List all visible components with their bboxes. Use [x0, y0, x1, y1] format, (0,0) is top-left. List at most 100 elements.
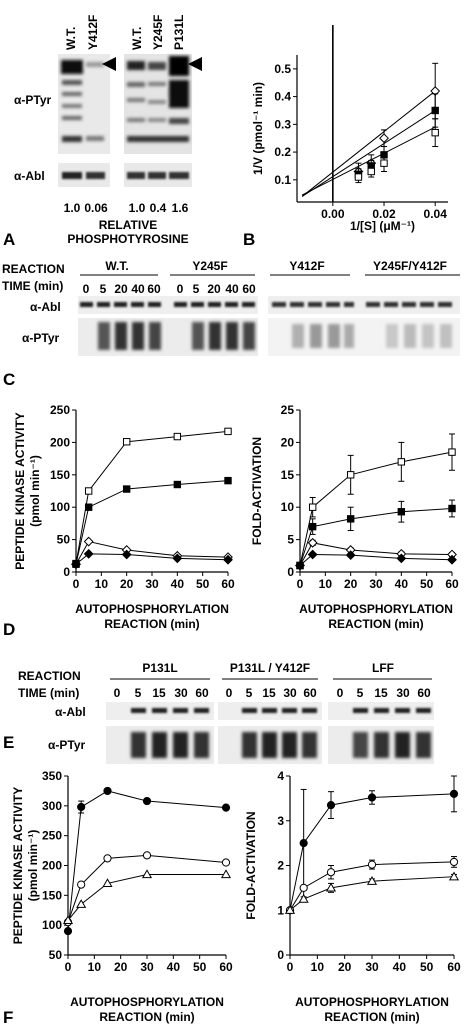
x-tick-label: 0.02	[372, 207, 396, 221]
row-label-abl-e: α-Abl	[55, 705, 86, 719]
y-tick-label: 2	[277, 859, 284, 873]
time-c-1-40: 40	[131, 282, 145, 296]
blot-abl-left	[58, 163, 110, 187]
x-axis-label: AUTOPHOSPHORYLATION	[295, 995, 449, 1009]
data-point	[121, 549, 132, 560]
data-point	[141, 869, 153, 879]
group-c-4: Y245F/Y412F	[373, 259, 447, 273]
time-c-1-20: 20	[114, 282, 128, 296]
group-c-3: Y412F	[289, 259, 324, 273]
fit-line	[301, 110, 436, 197]
panel-b: 0.00 0.02 0.04 0.1 0.2 0.3 0.4 0.5 1/V (pmol⁻¹ m…	[243, 25, 448, 249]
y-tick-label: 0.1	[274, 173, 291, 187]
x-tick-label: 30	[369, 577, 383, 591]
series-line	[75, 480, 229, 565]
chart-b: 0.00 0.02 0.04 0.1 0.2 0.3 0.4 0.5 1/V (pmol⁻¹ m…	[251, 25, 448, 233]
time-e-2-0: 0	[226, 686, 233, 700]
data-point	[307, 537, 318, 548]
x-tick-label: 40	[393, 960, 407, 974]
data-point	[449, 857, 459, 867]
y-tick-label: 150	[42, 888, 62, 902]
data-point	[431, 128, 439, 137]
y-tick-label: 100	[50, 500, 70, 514]
x-tick-label: 10	[311, 960, 325, 974]
time-c-2-0: 0	[177, 282, 184, 296]
data-point	[71, 559, 81, 570]
gel-c-times: 0 5 20 40 60 0 5 20 40 60	[83, 282, 256, 296]
x-tick-label: 0.04	[424, 207, 448, 221]
time-e-3-30: 30	[396, 686, 410, 700]
data-point	[172, 553, 183, 564]
time-e-2-15: 15	[262, 686, 276, 700]
chart-d-right: 0 10 20 30 40 50 60 0 5 10 15 20 25 FOLD-ACTIVATION AU…	[250, 403, 459, 631]
data-point	[325, 882, 337, 892]
x-tick-label: 50	[420, 960, 434, 974]
chart-f-left: 0 10 20 30 40 50 60 50 100 150 200 250 300 350 PEPTIDE…	[11, 769, 233, 1024]
data-point	[396, 553, 407, 564]
x-tick-label: 0.00	[321, 207, 345, 221]
x-axis-label-units: REACTION (min)	[324, 1010, 419, 1024]
data-point	[380, 159, 388, 167]
panel-letter-c: C	[3, 370, 15, 389]
time-e-3-0: 0	[337, 686, 344, 700]
time-c-1-60: 60	[147, 282, 161, 296]
y-tick-label: 0.3	[274, 117, 291, 131]
data-point	[84, 503, 93, 511]
data-point	[346, 515, 355, 523]
x-tick-label: 40	[395, 577, 409, 591]
blot-abl-right	[124, 163, 192, 187]
value-a-2: 0.06	[84, 201, 108, 215]
value-a-4: 0.4	[150, 201, 167, 215]
chart-f-right: 0 10 20 30 40 50 60 0 1 2 3 4 FOLD-ACTIVATION AUTOPHO…	[244, 769, 461, 1024]
series-line	[289, 793, 455, 911]
x-tick-label: 40	[171, 577, 185, 591]
panel-f: 0 10 20 30 40 50 6050100150200250300350PEPTIDE…	[3, 769, 461, 1027]
x-tick-label: 20	[120, 577, 134, 591]
row-label-ptyr-a: α-PTyr	[14, 93, 51, 107]
data-point	[224, 427, 232, 436]
data-point	[299, 883, 308, 892]
series-line	[67, 854, 227, 923]
x-axis-label-units: REACTION (min)	[328, 617, 423, 631]
panel-letter-a: A	[3, 230, 15, 249]
lane-label-a-5: P131L	[172, 15, 186, 50]
time-e-1-0: 0	[114, 686, 121, 700]
data-point	[83, 548, 94, 559]
data-point	[62, 915, 74, 925]
y-tick-label: 0	[277, 948, 284, 962]
caption-a-line2: PHOSPHOTYROSINE	[67, 232, 188, 246]
x-tick-label: 50	[420, 577, 434, 591]
x-tick-label: 60	[445, 577, 459, 591]
group-e-1: P131L	[142, 661, 177, 675]
data-point	[448, 448, 456, 456]
time-e-3-60: 60	[417, 686, 431, 700]
x-tick-label: 0	[287, 960, 294, 974]
blot-ptyr-right	[124, 54, 192, 154]
data-point	[448, 504, 456, 513]
lane-label-a-4: Y245F	[151, 15, 165, 50]
gel-e-abl-strip	[106, 702, 434, 720]
x-tick-label: 0	[65, 960, 72, 974]
row-label-ptyr-e: α-PTyr	[48, 738, 85, 752]
data-point	[298, 893, 309, 903]
y-tick-label: 0	[287, 565, 294, 579]
time-label-e: TIME (min)	[18, 686, 79, 700]
gel-e-groups: P131L P131L / Y412F LFF	[110, 661, 432, 680]
data-point	[308, 522, 317, 531]
x-tick-label: 40	[167, 960, 181, 974]
y-tick-label: 200	[50, 435, 70, 449]
x-axis-label: AUTOPHOSPHORYLATION	[75, 602, 229, 616]
y-axis-label: FOLD-ACTIVATION	[250, 437, 264, 545]
data-point	[122, 485, 131, 493]
time-e-1-30: 30	[174, 686, 188, 700]
time-e-2-5: 5	[246, 686, 253, 700]
x-tick-label: 50	[196, 577, 210, 591]
x-tick-label: 60	[219, 960, 233, 974]
data-point	[397, 458, 406, 466]
time-e-1-5: 5	[135, 686, 142, 700]
time-c-2-5: 5	[193, 282, 200, 296]
data-point	[295, 560, 305, 571]
data-point	[397, 508, 406, 516]
x-tick-label: 20	[344, 577, 358, 591]
